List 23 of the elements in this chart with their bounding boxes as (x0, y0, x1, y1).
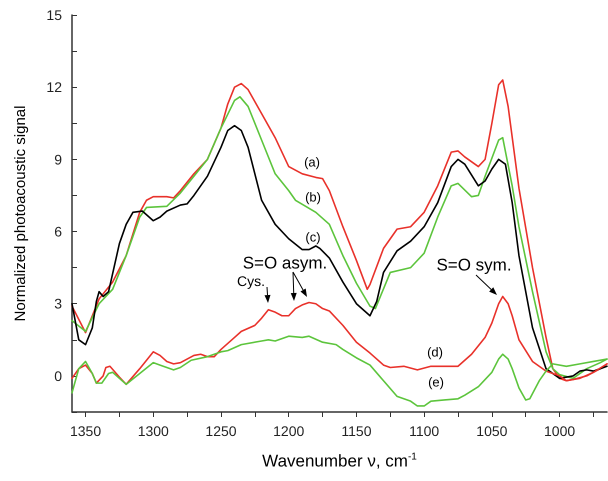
annotation: (b) (305, 190, 321, 204)
x-tick-label: 1100 (409, 423, 440, 439)
y-tick-label: 6 (54, 224, 62, 240)
y-tick-label: 12 (46, 79, 62, 96)
x-tick-label: 1250 (205, 423, 237, 439)
y-axis-title: Normalized photoacoustic signal (12, 106, 29, 322)
annotation: Cys. (237, 273, 265, 289)
annotation: (a) (304, 154, 320, 170)
y-tick-label: 3 (54, 296, 62, 312)
x-tick-label: 1050 (476, 423, 508, 439)
annotation: S=O sym. (436, 256, 512, 274)
x-tick-label: 1200 (273, 423, 304, 439)
annotation: (d) (427, 344, 443, 360)
x-tick-label: 1000 (544, 423, 576, 439)
x-tick-label: 1350 (70, 423, 102, 439)
y-tick-label: 0 (54, 368, 62, 384)
y-tick-label: 9 (54, 151, 62, 168)
annotation: (c) (305, 230, 321, 244)
y-tick-label: 15 (46, 7, 62, 23)
annotation: S=O asym. (242, 254, 328, 272)
x-tick-label: 1300 (138, 423, 170, 439)
annotation: (e) (428, 374, 444, 390)
x-tick-label: 1150 (341, 423, 372, 439)
